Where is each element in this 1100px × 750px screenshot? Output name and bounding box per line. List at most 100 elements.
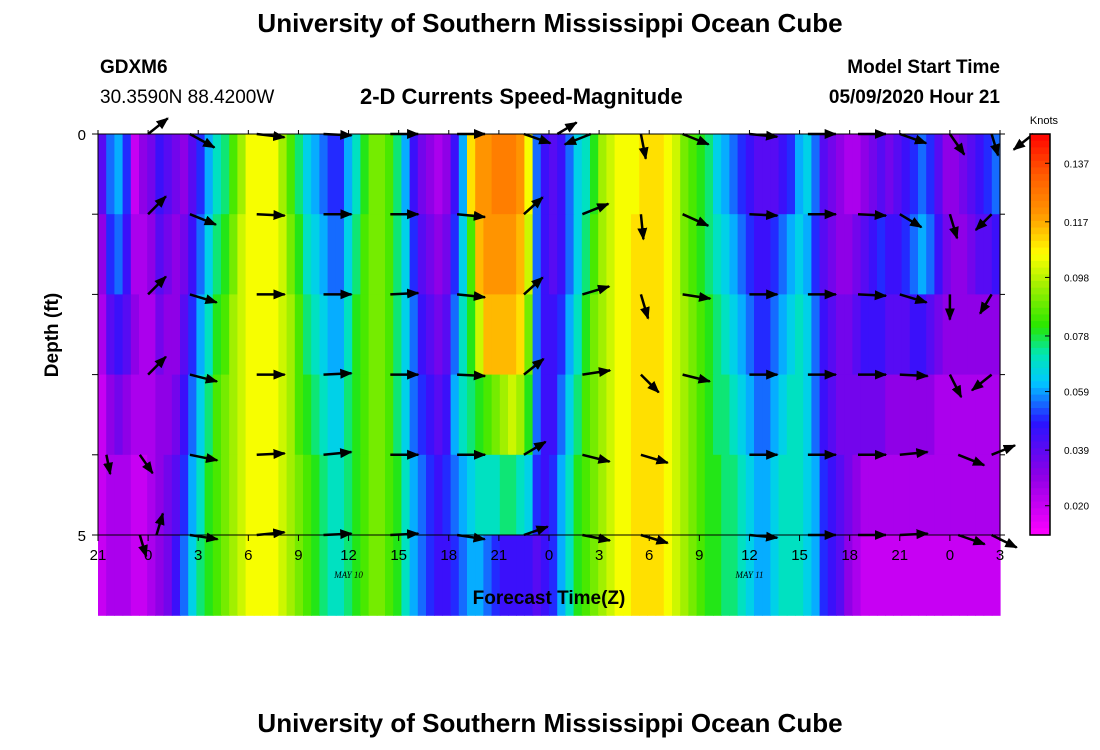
- current-vector: [147, 275, 167, 296]
- heatmap-cell: [868, 294, 878, 376]
- current-vector: [189, 293, 218, 304]
- heatmap-cell: [639, 134, 648, 215]
- heatmap-cell: [909, 374, 919, 456]
- heatmap-cell: [385, 454, 394, 536]
- heatmap-cell: [499, 535, 509, 616]
- heatmap-cell: [270, 535, 279, 616]
- x-tick-label: 21: [90, 547, 107, 564]
- heatmap-cell: [98, 214, 107, 295]
- heatmap-cell: [434, 374, 443, 456]
- heatmap-cell: [590, 214, 599, 295]
- x-tick-label: 3: [595, 547, 603, 564]
- heatmap-cell: [754, 294, 763, 376]
- heatmap-cell: [434, 454, 443, 536]
- heatmap-cell: [253, 374, 263, 456]
- heatmap-cell: [524, 535, 534, 616]
- heatmap-cell: [409, 454, 419, 536]
- heatmap-cell: [549, 134, 558, 215]
- colorbar-segment: [1030, 421, 1050, 429]
- heatmap-cell: [508, 535, 517, 616]
- heatmap-cell: [811, 374, 821, 456]
- heatmap-cell: [737, 214, 747, 295]
- heatmap-cell: [762, 535, 771, 616]
- heatmap-cell: [360, 374, 370, 456]
- heatmap-cell: [762, 214, 771, 295]
- heatmap-cell: [98, 294, 107, 376]
- heatmap-cell: [704, 535, 714, 616]
- colorbar-segment: [1030, 314, 1050, 322]
- heatmap-cell: [680, 374, 689, 456]
- heatmap-cell: [877, 535, 886, 616]
- heatmap-cell: [106, 134, 115, 215]
- colorbar-segment: [1030, 321, 1050, 329]
- current-vector: [990, 133, 1000, 157]
- heatmap-cell: [475, 214, 484, 295]
- x-tick-label: 9: [294, 547, 302, 564]
- heatmap-cell: [442, 374, 452, 456]
- heatmap-cell: [393, 134, 402, 215]
- heatmap-cell: [532, 535, 542, 616]
- heatmap-cell: [442, 535, 452, 616]
- heatmap-cell: [877, 294, 886, 376]
- heatmap-cell: [598, 535, 607, 616]
- heatmap-cell: [393, 454, 402, 536]
- heatmap-cell: [827, 134, 837, 215]
- heatmap-cell: [606, 374, 616, 456]
- heatmap-cell: [688, 214, 698, 295]
- heatmap-cell: [253, 134, 263, 215]
- heatmap-cell: [737, 454, 747, 536]
- heatmap-cell: [139, 214, 148, 295]
- heatmap-cell: [565, 454, 575, 536]
- heatmap-cell: [967, 454, 976, 536]
- colorbar-segment: [1030, 254, 1050, 262]
- heatmap-cell: [754, 454, 763, 536]
- heatmap-cell: [294, 294, 304, 376]
- heatmap-cell: [950, 214, 960, 295]
- heatmap-cell: [540, 374, 550, 456]
- current-vector: [899, 370, 929, 381]
- heatmap-cell: [754, 214, 763, 295]
- date-label: MAY 11: [734, 570, 763, 580]
- colorbar-segment: [1030, 494, 1050, 503]
- heatmap-cell: [688, 294, 698, 376]
- heatmap-cell: [139, 454, 148, 536]
- heatmap-cell: [639, 214, 648, 295]
- heatmap-cell: [385, 214, 394, 295]
- heatmap-cell: [335, 294, 345, 376]
- heatmap-cell: [663, 294, 673, 376]
- heatmap-cell: [622, 134, 632, 215]
- heatmap-cell: [639, 454, 648, 536]
- heatmap-cell: [778, 454, 788, 536]
- heatmap-cell: [327, 374, 337, 456]
- heatmap-cell: [188, 535, 197, 616]
- heatmap-cell: [524, 454, 534, 536]
- heatmap-cell: [253, 535, 263, 616]
- heatmap-cell: [549, 535, 558, 616]
- heatmap-cell: [901, 294, 911, 376]
- x-tick-label: 0: [545, 547, 553, 564]
- current-vector: [103, 454, 113, 476]
- heatmap-cell: [122, 454, 132, 536]
- heatmap-cell: [311, 374, 320, 456]
- current-vector: [991, 444, 1017, 456]
- heatmap-cell: [147, 134, 156, 215]
- colorbar-segment: [1030, 207, 1050, 215]
- heatmap-cell: [942, 454, 952, 536]
- heatmap-cell: [442, 214, 452, 295]
- heatmap-cell: [549, 294, 558, 376]
- colorbar-segment: [1030, 147, 1050, 155]
- heatmap-cell: [663, 535, 673, 616]
- y-tick-label: 5: [78, 528, 86, 545]
- heatmap-cell: [278, 294, 288, 376]
- heatmap-cell: [303, 454, 312, 536]
- heatmap-cell: [991, 535, 1001, 616]
- heatmap-cell: [155, 294, 165, 376]
- current-vector: [682, 213, 710, 227]
- heatmap-cell: [918, 374, 927, 456]
- heatmap-cell: [360, 294, 370, 376]
- heatmap-cell: [811, 535, 821, 616]
- heatmap-cell: [811, 214, 821, 295]
- heatmap-cell: [795, 294, 804, 376]
- heatmap-cell: [893, 374, 903, 456]
- heatmap-cell: [950, 294, 960, 376]
